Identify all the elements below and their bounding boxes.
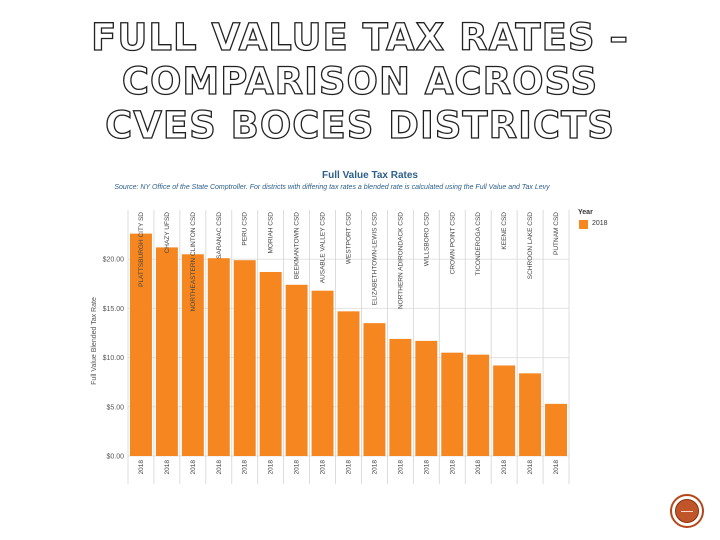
bar — [337, 311, 360, 456]
chart-title: Full Value Tax Rates — [322, 170, 418, 181]
x-tick-label: 2018 — [553, 460, 560, 475]
legend-title: Year — [578, 209, 593, 216]
bar-chart: $0.00 $5.00 $10.00 $15.00 $20.00 PLATTSBURGH … — [91, 210, 570, 484]
y-tick-label: $10.00 — [103, 355, 125, 362]
x-tick-label: 2018 — [501, 460, 508, 475]
x-tick-label: 2018 — [346, 460, 353, 475]
legend-swatch — [579, 220, 588, 229]
bar — [233, 260, 256, 456]
category-label: MORIAH CSD — [268, 212, 275, 254]
x-tick-label: 2018 — [475, 460, 482, 475]
chart-subtitle: Source: NY Office of the State Comptroll… — [114, 184, 550, 191]
y-axis-title: Full Value Blended Tax Rate — [91, 297, 98, 385]
x-tick-label: 2018 — [371, 460, 378, 475]
y-tick-label: $0.00 — [106, 454, 124, 461]
x-tick-label: 2018 — [216, 460, 223, 475]
bar — [259, 271, 282, 456]
category-label: WESTPORT CSD — [346, 212, 353, 264]
category-label: PUTNAM CSD — [553, 212, 560, 255]
y-tick-label: $15.00 — [103, 306, 125, 313]
category-label: NORTHERN ADIRONDACK CSD — [397, 212, 404, 309]
bar — [389, 338, 412, 456]
category-label: CHAZY UFSD — [164, 212, 171, 254]
bar — [493, 365, 516, 456]
category-label: NORTHEASTERN CLINTON CSD — [190, 212, 197, 312]
x-tick-label: 2018 — [449, 460, 456, 475]
bar — [130, 233, 152, 456]
category-label: BEEKMANTOWN CSD — [294, 212, 301, 279]
x-tick-label: 2018 — [397, 460, 404, 475]
bar — [181, 254, 204, 456]
x-tick-label: 2018 — [423, 460, 430, 475]
x-tick-label: 2018 — [527, 460, 534, 475]
category-label: SARANAC CSD — [216, 212, 223, 259]
category-label: PERU CSD — [242, 212, 249, 246]
bar — [363, 323, 386, 456]
next-slide-icon — [675, 499, 699, 523]
bar — [207, 258, 230, 456]
slide-title-line-2: COMPARISON ACROSS — [121, 59, 599, 103]
legend-label: 2018 — [592, 220, 608, 227]
bar — [311, 290, 334, 456]
x-tick-label: 2018 — [268, 460, 275, 475]
x-tick-label: 2018 — [320, 460, 327, 475]
category-label: SCHROON LAKE CSD — [527, 212, 534, 279]
x-tick-label: 2018 — [138, 460, 145, 475]
slide-title: FULL VALUE TAX RATES – COMPARISON ACROSS… — [70, 15, 650, 148]
next-slide-button[interactable] — [670, 494, 704, 528]
x-tick-label: 2018 — [294, 460, 301, 475]
x-tick-label: 2018 — [242, 460, 249, 475]
bar — [285, 284, 308, 456]
category-label: PLATTSBURGH CITY SD — [138, 212, 145, 287]
category-label: AUSABLE VALLEY CSD — [320, 212, 327, 284]
slide-title-line-1: FULL VALUE TAX RATES – — [90, 15, 629, 59]
bar — [155, 247, 178, 456]
bar — [415, 340, 438, 456]
x-tick-label: 2018 — [190, 460, 197, 475]
category-label: TICONDEROGA CSD — [475, 212, 482, 276]
bar — [467, 354, 490, 456]
bar — [441, 352, 464, 456]
bar — [519, 373, 542, 456]
category-label: KEENE CSD — [501, 212, 508, 250]
y-tick-label: $20.00 — [103, 257, 125, 264]
x-tick-label: 2018 — [164, 460, 171, 475]
y-tick-label: $5.00 — [106, 404, 124, 411]
category-label: WILLSBORO CSD — [423, 212, 430, 266]
category-label: ELIZABETHTOWN-LEWIS CSD — [371, 212, 378, 305]
category-label: CROWN POINT CSD — [449, 212, 456, 275]
bar — [545, 403, 567, 456]
slide-title-line-3: CVES BOCES DISTRICTS — [104, 103, 615, 147]
